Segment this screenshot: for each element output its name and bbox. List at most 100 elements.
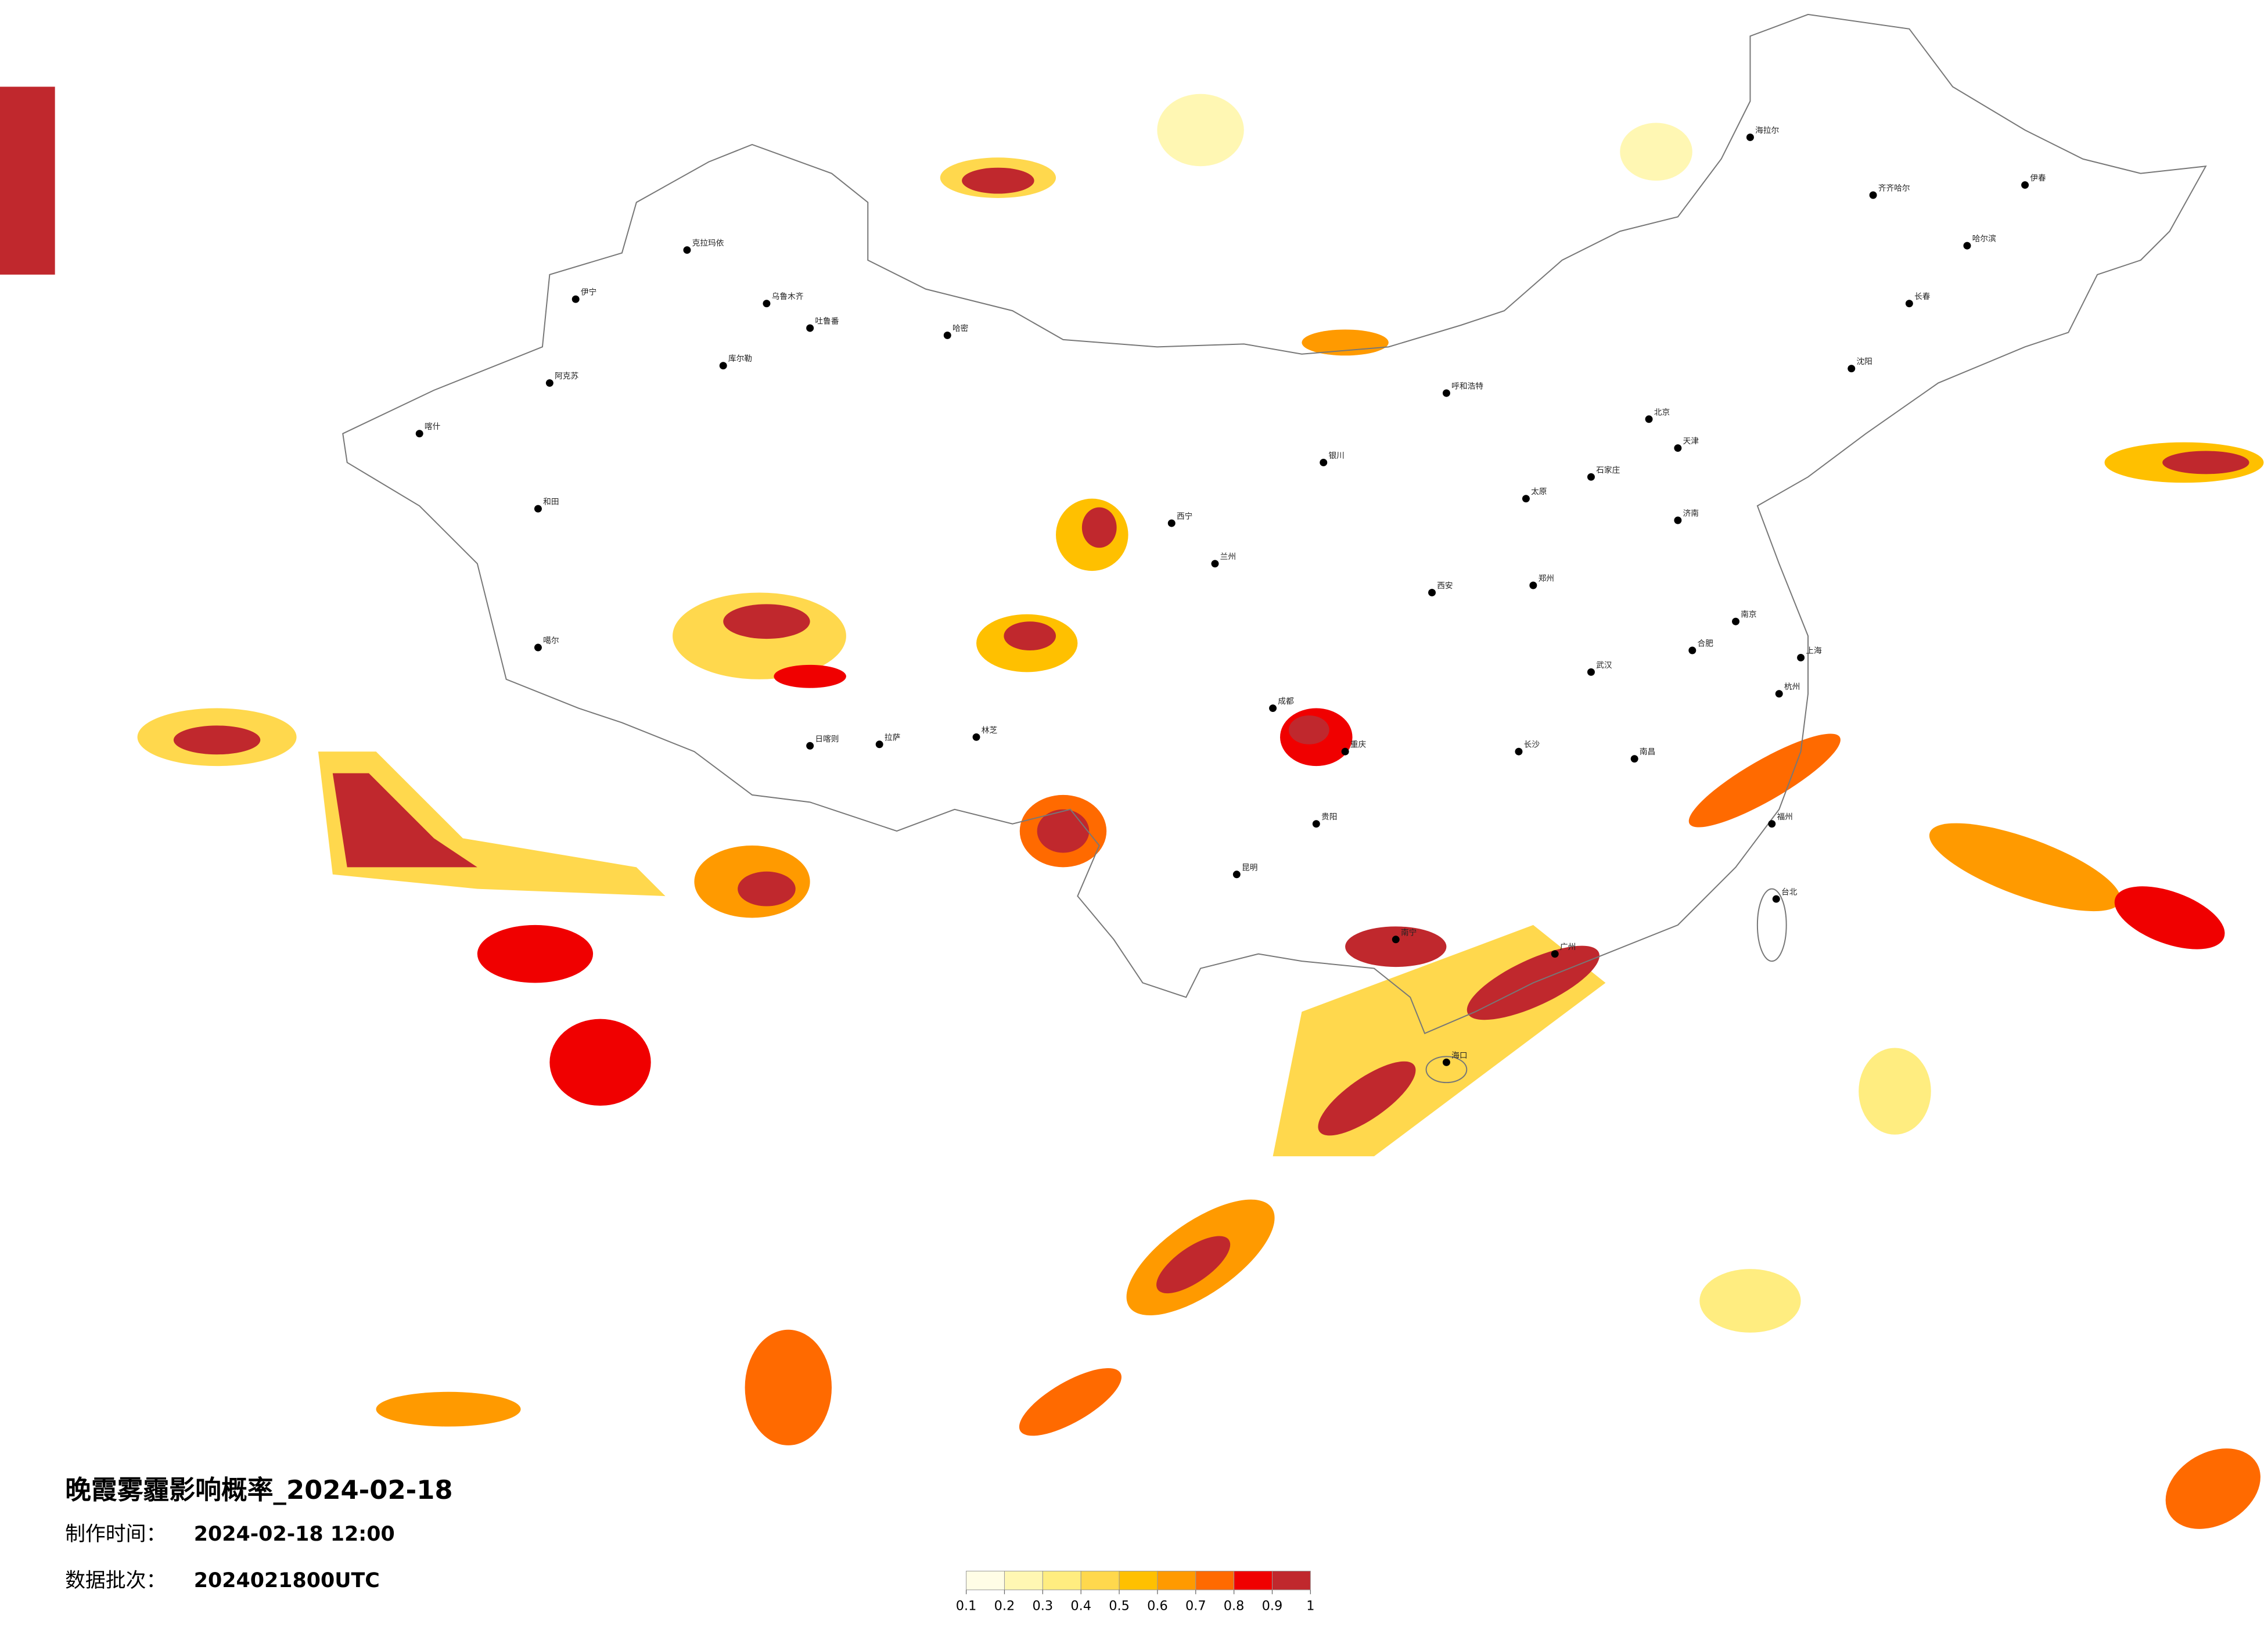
city-label: 北京 [1654,408,1670,417]
haze-area [1037,809,1090,853]
colorbar-cell [1271,1570,1311,1591]
city-dot [1772,895,1780,903]
colorbar-cell [1119,1570,1158,1591]
city-dot [1167,519,1176,527]
city-label: 日喀则 [815,735,839,744]
haze-area [173,725,261,755]
haze-area [2162,451,2249,474]
haze-area [1345,926,1447,967]
colorbar-tick-label: 0.1 [956,1599,977,1614]
batch-label: 数据批次： [65,1569,166,1592]
city-label: 济南 [1683,509,1699,519]
haze-area [1019,1368,1122,1436]
colorbar-cell [1080,1570,1120,1591]
city-label: 齐齐哈尔 [1878,184,1910,193]
city-label: 天津 [1683,437,1699,446]
city-label: 林芝 [982,726,998,735]
city-dot [943,331,951,339]
colorbar-tick-label: 0.4 [1070,1599,1091,1614]
city-label: 贵阳 [1321,812,1337,822]
city-label: 福州 [1777,812,1792,822]
city-label: 克拉玛依 [692,239,724,248]
city-label: 和田 [543,498,559,507]
colorbar: 0.1 0.2 0.3 0.4 0.5 0.6 0.7 0.8 0.9 1 [956,1570,1314,1614]
map-title: 晚霞雾霾影响概率_2024-02-18 [65,1474,453,1505]
city-dot [1232,870,1241,879]
city-label: 杭州 [1784,682,1800,692]
haze-area [1156,1236,1231,1294]
city-dot [1515,747,1523,756]
city-dot [1746,133,1754,141]
city-label: 哈密 [953,323,969,333]
haze-area [1004,621,1056,650]
colorbar-tick-label: 0.8 [1224,1599,1245,1614]
city-dot [545,379,553,387]
city-dot [1674,444,1682,452]
city-label: 太原 [1531,487,1547,497]
city-dot [1645,415,1653,423]
city-dot [534,505,542,513]
haze-area [0,87,55,275]
city-label: 吐鲁番 [815,317,839,326]
colorbar-tick-label: 0.5 [1109,1599,1130,1614]
city-dot [1341,747,1349,756]
city-dot [1522,495,1530,503]
city-label: 呼和浩特 [1451,382,1483,391]
city-dot [415,430,423,438]
city-dot [1529,581,1537,589]
city-dot [1674,516,1682,524]
island-outline [1425,1056,1468,1084]
haze-area [774,664,846,688]
haze-area [1859,1048,1931,1135]
city-dot [1963,242,1971,250]
haze-area [1081,507,1117,548]
city-dot [1848,365,1856,373]
city-dot [1732,617,1739,625]
city-dot [683,246,691,254]
colorbar-cell [1157,1570,1196,1591]
colorbar-cell [1042,1570,1081,1591]
made-time-value: 2024-02-18 12:00 [194,1523,395,1546]
colorbar-tick-label: 0.2 [994,1599,1015,1614]
city-dot [1797,653,1805,661]
city-label: 阿克苏 [555,372,578,381]
island-outline [1756,888,1787,962]
city-label: 南昌 [1640,747,1655,757]
city-dot [1768,820,1776,828]
city-label: 石家庄 [1596,465,1620,475]
city-dot [1442,1058,1450,1066]
city-label: 合肥 [1698,639,1714,649]
haze-area [2165,1448,2261,1529]
city-label: 广州 [1560,942,1576,952]
haze-area [738,871,796,906]
haze-area [1318,1061,1416,1136]
haze-area [1699,1269,1801,1333]
city-label: 拉萨 [885,733,900,742]
city-label: 库尔勒 [728,354,752,364]
city-dot [1392,936,1400,944]
haze-area [1688,733,1841,828]
city-dot [972,733,980,741]
haze-area [962,167,1034,194]
city-dot [1775,690,1783,698]
city-label: 重庆 [1350,740,1367,750]
city-label: 噶尔 [543,636,559,646]
city-dot [1312,820,1320,828]
city-dot [1688,646,1696,654]
city-label: 长沙 [1524,740,1540,750]
city-label: 西宁 [1177,512,1192,521]
city-dot [1428,588,1436,596]
haze-layer [0,87,2264,1529]
city-label: 伊宁 [581,287,596,297]
city-label: 南宁 [1401,927,1417,937]
city-label: 武汉 [1596,661,1612,670]
city-label: 伊春 [2030,174,2046,183]
city-dot [1211,560,1219,568]
colorbar-tick-label: 1 [1306,1599,1314,1614]
city-label: 乌鲁木齐 [772,292,804,301]
colorbar-cell [1004,1570,1043,1591]
haze-area [1620,123,1692,181]
haze-area [332,773,477,868]
